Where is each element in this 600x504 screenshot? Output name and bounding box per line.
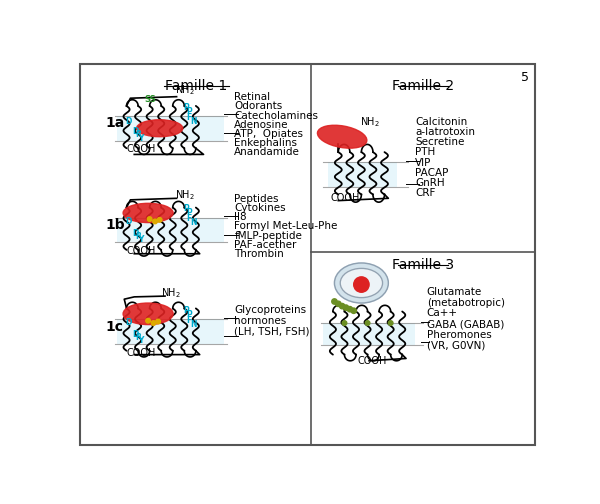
Text: Formyl Met-Leu-Phe: Formyl Met-Leu-Phe [235, 221, 338, 231]
Text: Catecholamines: Catecholamines [235, 110, 319, 120]
Ellipse shape [334, 263, 388, 303]
Text: R: R [135, 232, 141, 241]
Text: ATP,  Opiates: ATP, Opiates [235, 129, 304, 139]
Circle shape [148, 217, 152, 221]
Bar [116, 319, 224, 344]
Circle shape [351, 308, 356, 313]
Text: NH$_2$: NH$_2$ [175, 83, 195, 97]
Text: GnRH: GnRH [415, 177, 445, 187]
Text: 5: 5 [521, 71, 529, 84]
Ellipse shape [340, 269, 383, 298]
Text: 1a: 1a [106, 116, 125, 130]
Text: Calcitonin: Calcitonin [415, 117, 467, 128]
Text: D: D [132, 330, 139, 339]
Text: Retinal: Retinal [235, 92, 271, 102]
Ellipse shape [137, 120, 183, 137]
Circle shape [153, 219, 157, 224]
Text: Secretine: Secretine [415, 138, 464, 148]
Text: (LH, TSH, FSH): (LH, TSH, FSH) [235, 327, 310, 337]
Circle shape [335, 301, 341, 306]
Ellipse shape [123, 303, 173, 325]
Circle shape [347, 306, 353, 312]
Text: F: F [187, 113, 192, 122]
Text: P: P [187, 107, 193, 115]
Text: Enkephalins: Enkephalins [235, 138, 298, 148]
Circle shape [340, 303, 345, 309]
Circle shape [365, 321, 370, 326]
Text: Y: Y [138, 336, 143, 345]
Text: Anandamide: Anandamide [235, 148, 300, 157]
Text: R: R [135, 333, 141, 342]
Text: NH$_2$: NH$_2$ [175, 188, 195, 202]
Ellipse shape [123, 203, 173, 223]
Text: (metabotropic): (metabotropic) [427, 298, 505, 307]
Text: D: D [125, 217, 131, 226]
Text: Cytokines: Cytokines [235, 203, 286, 213]
Text: COOH: COOH [127, 348, 156, 358]
Ellipse shape [317, 125, 367, 148]
Text: Glycoproteins: Glycoproteins [235, 305, 307, 316]
Text: PAF-acether: PAF-acether [235, 240, 297, 250]
Text: F: F [187, 214, 192, 223]
Text: Peptides: Peptides [235, 194, 279, 204]
Text: 1c: 1c [106, 320, 124, 334]
Text: COOH: COOH [331, 193, 360, 203]
Text: PTH: PTH [415, 148, 436, 157]
Text: Adenosine: Adenosine [235, 120, 289, 130]
Text: COOH: COOH [358, 356, 387, 366]
Text: (VR, G0VN): (VR, G0VN) [427, 341, 485, 351]
Text: Glutamate: Glutamate [427, 287, 482, 297]
Text: F: F [187, 316, 192, 325]
Text: D: D [125, 319, 131, 328]
Text: a-latrotoxin: a-latrotoxin [415, 128, 475, 138]
Text: SS: SS [144, 95, 156, 104]
Text: hormones: hormones [235, 316, 287, 326]
Text: Ca++: Ca++ [427, 308, 458, 319]
Text: CRF: CRF [415, 187, 436, 198]
Text: fMLP-peptide: fMLP-peptide [235, 231, 302, 240]
Circle shape [342, 321, 347, 326]
Text: Famille 3: Famille 3 [392, 258, 454, 272]
Text: Famille 2: Famille 2 [392, 79, 454, 93]
Circle shape [332, 299, 337, 304]
Circle shape [156, 319, 160, 324]
Text: GABA (GABAB): GABA (GABAB) [427, 319, 504, 329]
Text: PACAP: PACAP [415, 167, 449, 177]
Circle shape [151, 321, 156, 326]
Text: N: N [190, 320, 197, 329]
Text: NH$_2$: NH$_2$ [161, 286, 181, 300]
Bar [116, 218, 224, 242]
Text: COOH: COOH [127, 144, 156, 154]
Text: Famille 1: Famille 1 [165, 79, 227, 93]
Text: N: N [190, 116, 197, 125]
Text: COOH: COOH [127, 246, 156, 256]
Text: VIP: VIP [415, 158, 431, 167]
Text: N: N [190, 218, 197, 227]
Bar [116, 116, 224, 141]
Text: Odorants: Odorants [235, 101, 283, 111]
Text: P: P [183, 306, 188, 315]
Text: 1b: 1b [106, 218, 125, 232]
Text: D: D [132, 229, 139, 238]
Text: R: R [135, 131, 141, 140]
Bar [323, 323, 415, 345]
Text: P: P [183, 103, 188, 112]
Text: P: P [187, 208, 193, 217]
Text: Thrombin: Thrombin [235, 249, 284, 259]
Text: NH$_2$: NH$_2$ [360, 115, 380, 129]
Text: D: D [125, 116, 131, 125]
Circle shape [354, 277, 369, 292]
Circle shape [343, 305, 349, 310]
Circle shape [146, 319, 151, 323]
Bar [328, 162, 397, 187]
Text: D: D [132, 128, 139, 137]
Text: P: P [187, 310, 193, 319]
Text: P: P [183, 205, 188, 213]
Text: Pheromones: Pheromones [427, 330, 491, 340]
Circle shape [388, 321, 393, 326]
Text: Y: Y [138, 235, 143, 244]
Text: Il8: Il8 [235, 212, 247, 222]
Circle shape [157, 218, 162, 222]
Text: Y: Y [138, 134, 143, 143]
